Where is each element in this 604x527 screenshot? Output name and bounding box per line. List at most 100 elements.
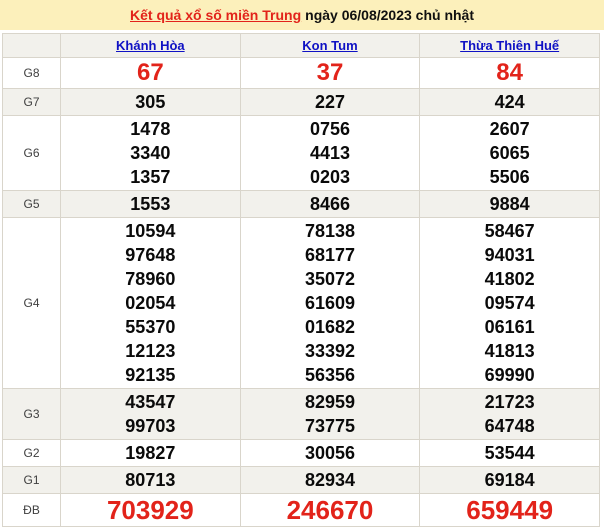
prize-number: 4413 (309, 143, 350, 163)
prize-number: 35072 (304, 269, 356, 289)
prize-number: 56356 (304, 365, 356, 385)
prize-number: 0203 (309, 167, 350, 187)
prize-number: 82934 (304, 470, 356, 490)
corner-cell (2, 33, 61, 58)
prize-number: 94031 (484, 245, 535, 265)
prize-row-G8: G8 67 37 84 (2, 57, 600, 89)
prize-number: 10594 (125, 221, 176, 241)
prize-cell: 227 (239, 88, 421, 116)
prize-number: 37 (316, 59, 344, 86)
prize-number: 80713 (125, 470, 176, 490)
prize-row-G1: G1 80713 82934 69184 (2, 466, 600, 494)
prize-number: 703929 (106, 495, 194, 525)
prize-number: 78138 (304, 221, 356, 241)
prize-number: 6065 (489, 143, 530, 163)
prize-label: G8 (2, 57, 61, 89)
province-link-khanh-hoa[interactable]: Khánh Hòa (116, 38, 185, 53)
draw-date-text: ngày 06/08/2023 chủ nhật (305, 7, 474, 23)
prize-cell: 305 (60, 88, 241, 116)
prize-number: 78960 (125, 269, 176, 289)
prize-number: 69990 (484, 365, 535, 385)
prize-number: 61609 (304, 293, 356, 313)
results-body: G8 67 37 84 G7 305 227 424 G6 1478 3340 1357 0756 441… (2, 57, 600, 527)
prize-number: 659449 (466, 495, 554, 525)
prize-cell: 2607 6065 5506 (419, 115, 600, 191)
prize-number: 64748 (484, 416, 535, 436)
prize-number: 12123 (125, 341, 176, 361)
prize-number: 53544 (484, 443, 535, 463)
province-header: Kon Tum (239, 33, 421, 58)
prize-number: 73775 (304, 416, 356, 436)
prize-number: 3340 (130, 143, 171, 163)
prize-number: 55370 (125, 317, 176, 337)
prize-number: 19827 (125, 443, 176, 463)
prize-number: 1357 (130, 167, 171, 187)
prize-row-G4: G4 10594 97648 78960 02054 55370 12123 92135 781… (2, 217, 600, 389)
prize-label: G7 (2, 88, 61, 116)
prize-number: 02054 (125, 293, 176, 313)
prize-row-G6: G6 1478 3340 1357 0756 4413 0203 2607 6065 5506 (2, 115, 600, 191)
prize-number: 227 (314, 92, 345, 112)
prize-number: 01682 (304, 317, 356, 337)
prize-label: ĐB (2, 493, 61, 527)
prize-number: 1478 (130, 119, 171, 139)
prize-label: G3 (2, 388, 61, 440)
prize-number: 84 (496, 59, 523, 86)
prize-cell: 659449 (419, 493, 600, 527)
prize-cell: 21723 64748 (419, 388, 600, 440)
prize-row-G5: G5 1553 8466 9884 (2, 190, 600, 218)
prize-number: 67 (136, 59, 164, 86)
prize-row-G2: G2 19827 30056 53544 (2, 439, 600, 467)
prize-number: 21723 (484, 392, 535, 412)
prize-number: 30056 (304, 443, 356, 463)
prize-label: G1 (2, 466, 61, 494)
prize-cell: 58467 94031 41802 09574 06161 41813 69990 (419, 217, 600, 389)
prize-cell: 43547 99703 (60, 388, 241, 440)
prize-cell: 80713 (60, 466, 241, 494)
page-title-banner: Kết quả xổ số miền Trung ngày 06/08/2023 … (0, 0, 604, 30)
results-table: Khánh Hòa Kon Tum Thừa Thiên Huế G8 67 37 8… (2, 33, 600, 527)
prize-number: 68177 (304, 245, 356, 265)
prize-number: 9884 (489, 194, 530, 214)
prize-number: 246670 (286, 495, 374, 525)
prize-cell: 82934 (239, 466, 421, 494)
prize-cell: 1478 3340 1357 (60, 115, 241, 191)
prize-number: 09574 (484, 293, 535, 313)
prize-number: 82959 (304, 392, 356, 412)
region-title-link[interactable]: Kết quả xổ số miền Trung (130, 7, 302, 23)
prize-number: 69184 (484, 470, 535, 490)
province-link-kon-tum[interactable]: Kon Tum (302, 38, 358, 53)
prize-label: G6 (2, 115, 61, 191)
prize-number: 06161 (484, 317, 535, 337)
prize-number: 43547 (125, 392, 176, 412)
prize-cell: 84 (419, 57, 600, 89)
prize-label: G5 (2, 190, 61, 218)
prize-number: 0756 (309, 119, 350, 139)
prize-label: G4 (2, 217, 61, 389)
province-header-row: Khánh Hòa Kon Tum Thừa Thiên Huế (2, 33, 600, 58)
province-header: Thừa Thiên Huế (419, 33, 600, 58)
prize-number: 1553 (130, 194, 171, 214)
prize-cell: 1553 (60, 190, 241, 218)
prize-row-G3: G3 43547 99703 82959 73775 21723 64748 (2, 388, 600, 440)
prize-number: 305 (135, 92, 166, 112)
prize-cell: 9884 (419, 190, 600, 218)
prize-number: 97648 (125, 245, 176, 265)
prize-number: 8466 (309, 194, 350, 214)
province-link-thua-thien-hue[interactable]: Thừa Thiên Huế (460, 38, 560, 53)
prize-cell: 424 (419, 88, 600, 116)
prize-cell: 0756 4413 0203 (239, 115, 421, 191)
prize-cell: 82959 73775 (239, 388, 421, 440)
prize-number: 41802 (484, 269, 535, 289)
prize-cell: 703929 (60, 493, 241, 527)
prize-cell: 10594 97648 78960 02054 55370 12123 92135 (60, 217, 241, 389)
prize-cell: 53544 (419, 439, 600, 467)
prize-number: 92135 (125, 365, 176, 385)
prize-row-G7: G7 305 227 424 (2, 88, 600, 116)
prize-cell: 30056 (239, 439, 421, 467)
province-header: Khánh Hòa (60, 33, 241, 58)
prize-row-ĐB: ĐB 703929 246670 659449 (2, 493, 600, 527)
prize-cell: 67 (60, 57, 241, 89)
prize-cell: 78138 68177 35072 61609 01682 33392 56356 (239, 217, 421, 389)
